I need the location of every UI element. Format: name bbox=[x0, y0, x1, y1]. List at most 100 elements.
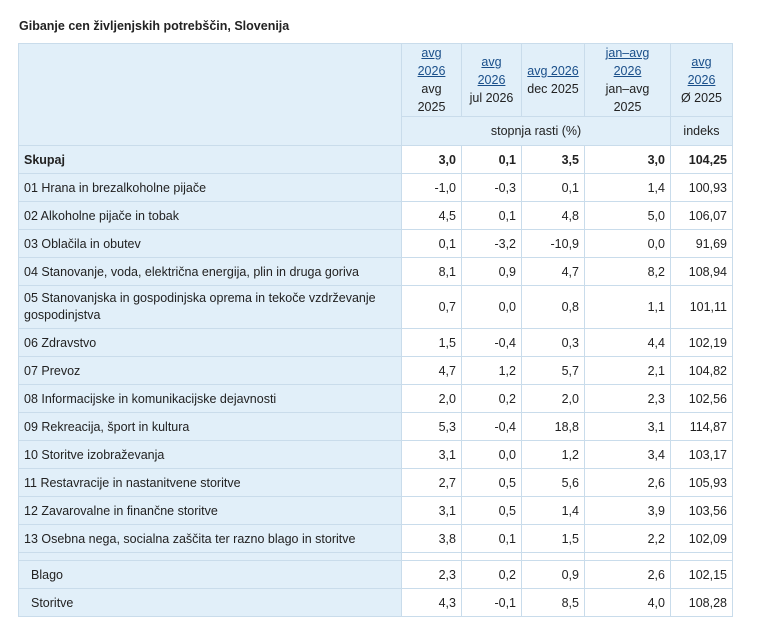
cell-value: -0,3 bbox=[461, 173, 522, 202]
cell-value: 2,0 bbox=[401, 384, 462, 413]
cell-value: 106,07 bbox=[670, 201, 733, 230]
cell-value: 8,2 bbox=[584, 257, 671, 286]
spacer-cell bbox=[521, 552, 585, 561]
cell-value: 0,0 bbox=[461, 285, 522, 329]
cell-value: 4,8 bbox=[521, 201, 585, 230]
cell-value: 3,9 bbox=[584, 496, 671, 525]
column-header-sub: jan–avg 2025 bbox=[605, 82, 650, 114]
cell-value: 0,1 bbox=[401, 229, 462, 258]
cell-value: 0,2 bbox=[461, 384, 522, 413]
cell-value: 0,2 bbox=[461, 560, 522, 589]
cell-value: 102,19 bbox=[670, 328, 733, 357]
column-header-5[interactable]: avg 2026 Ø 2025 bbox=[670, 43, 733, 117]
table-row: 09 Rekreacija, šport in kultura 5,3 -0,4… bbox=[18, 412, 733, 441]
table-row: 08 Informacijske in komunikacijske dejav… bbox=[18, 384, 733, 413]
column-header-link[interactable]: avg 2026 bbox=[417, 46, 446, 78]
cell-value: 3,8 bbox=[401, 524, 462, 553]
cell-value: 0,8 bbox=[521, 285, 585, 329]
cell-value: 1,4 bbox=[584, 173, 671, 202]
cell-value: 2,1 bbox=[584, 356, 671, 385]
cell-value: 1,2 bbox=[461, 356, 522, 385]
spacer-cell bbox=[401, 552, 462, 561]
cell-value: 0,5 bbox=[461, 496, 522, 525]
cell-value: 104,25 bbox=[670, 145, 733, 174]
cell-value: 0,7 bbox=[401, 285, 462, 329]
row-label: Skupaj bbox=[18, 145, 402, 174]
cell-value: 2,6 bbox=[584, 560, 671, 589]
cell-value: -3,2 bbox=[461, 229, 522, 258]
row-label: Storitve bbox=[18, 588, 402, 617]
cell-value: 3,0 bbox=[401, 145, 462, 174]
header-empty-cell bbox=[18, 43, 402, 146]
column-header-1[interactable]: avg 2026 avg 2025 bbox=[401, 43, 462, 117]
column-header-4[interactable]: jan–avg 2026 jan–avg 2025 bbox=[584, 43, 671, 117]
row-label: 11 Restavracije in nastanitvene storitve bbox=[18, 468, 402, 497]
cell-value: 2,0 bbox=[521, 384, 585, 413]
column-header-link[interactable]: avg 2026 bbox=[687, 55, 716, 87]
column-header-2[interactable]: avg 2026 jul 2026 bbox=[461, 43, 522, 117]
column-header-link[interactable]: avg 2026 bbox=[477, 55, 506, 87]
cell-value: 0,9 bbox=[461, 257, 522, 286]
cell-value: 2,6 bbox=[584, 468, 671, 497]
cell-value: 105,93 bbox=[670, 468, 733, 497]
column-header-sub: avg 2025 bbox=[417, 82, 446, 114]
cell-value: 0,1 bbox=[461, 524, 522, 553]
table-row: 07 Prevoz 4,7 1,2 5,7 2,1 104,82 bbox=[18, 356, 733, 385]
cell-value: 2,7 bbox=[401, 468, 462, 497]
cell-value: 91,69 bbox=[670, 229, 733, 258]
cell-value: 0,3 bbox=[521, 328, 585, 357]
spacer-cell bbox=[670, 552, 733, 561]
cell-value: 101,11 bbox=[670, 285, 733, 329]
spacer-row bbox=[18, 552, 733, 561]
cell-value: 5,0 bbox=[584, 201, 671, 230]
cell-value: 4,7 bbox=[401, 356, 462, 385]
column-header-3[interactable]: avg 2026 dec 2025 bbox=[521, 43, 585, 117]
row-label: 03 Oblačila in obutev bbox=[18, 229, 402, 258]
cpi-table: avg 2026 avg 2025 avg 2026 jul 2026 avg … bbox=[18, 43, 733, 617]
cell-value: 8,1 bbox=[401, 257, 462, 286]
cell-value: 103,56 bbox=[670, 496, 733, 525]
table-row-total: Skupaj 3,0 0,1 3,5 3,0 104,25 bbox=[18, 145, 733, 174]
column-header-sub: dec 2025 bbox=[527, 82, 579, 96]
cell-value: 0,0 bbox=[584, 229, 671, 258]
row-label: 13 Osebna nega, socialna zaščita ter raz… bbox=[18, 524, 402, 553]
cell-value: -0,4 bbox=[461, 412, 522, 441]
cell-value: 1,5 bbox=[521, 524, 585, 553]
cell-value: 102,15 bbox=[670, 560, 733, 589]
cell-value: -1,0 bbox=[401, 173, 462, 202]
cell-value: 4,4 bbox=[584, 328, 671, 357]
row-label: 02 Alkoholne pijače in tobak bbox=[18, 201, 402, 230]
row-label: 05 Stanovanjska in gospodinjska oprema i… bbox=[18, 285, 402, 329]
cell-value: 8,5 bbox=[521, 588, 585, 617]
cell-value: 4,0 bbox=[584, 588, 671, 617]
column-header-link[interactable]: avg 2026 bbox=[527, 64, 579, 78]
cell-value: 3,0 bbox=[584, 145, 671, 174]
cell-value: 2,3 bbox=[584, 384, 671, 413]
cell-value: 2,2 bbox=[584, 524, 671, 553]
cell-value: 3,5 bbox=[521, 145, 585, 174]
table-row: 03 Oblačila in obutev 0,1 -3,2 -10,9 0,0… bbox=[18, 229, 733, 258]
table-row: 13 Osebna nega, socialna zaščita ter raz… bbox=[18, 524, 733, 553]
index-subheader: indeks bbox=[670, 116, 733, 146]
row-label: 01 Hrana in brezalkoholne pijače bbox=[18, 173, 402, 202]
cell-value: 0,1 bbox=[461, 145, 522, 174]
cell-value: 1,4 bbox=[521, 496, 585, 525]
cell-value: -0,4 bbox=[461, 328, 522, 357]
cell-value: 114,87 bbox=[670, 412, 733, 441]
cell-value: 0,1 bbox=[461, 201, 522, 230]
row-label: 06 Zdravstvo bbox=[18, 328, 402, 357]
table-title: Gibanje cen življenjskih potrebščin, Slo… bbox=[19, 19, 290, 33]
cell-value: 1,1 bbox=[584, 285, 671, 329]
cell-value: 5,3 bbox=[401, 412, 462, 441]
row-label: Blago bbox=[18, 560, 402, 589]
column-header-sub: jul 2026 bbox=[469, 91, 514, 105]
cell-value: 104,82 bbox=[670, 356, 733, 385]
table-row: Storitve 4,3 -0,1 8,5 4,0 108,28 bbox=[18, 588, 733, 617]
cell-value: 0,5 bbox=[461, 468, 522, 497]
row-label: 10 Storitve izobraževanja bbox=[18, 440, 402, 469]
row-label: 07 Prevoz bbox=[18, 356, 402, 385]
cell-value: 5,7 bbox=[521, 356, 585, 385]
table-row: Blago 2,3 0,2 0,9 2,6 102,15 bbox=[18, 560, 733, 589]
column-header-sub: Ø 2025 bbox=[680, 91, 722, 105]
column-header-link[interactable]: jan–avg 2026 bbox=[605, 46, 650, 78]
